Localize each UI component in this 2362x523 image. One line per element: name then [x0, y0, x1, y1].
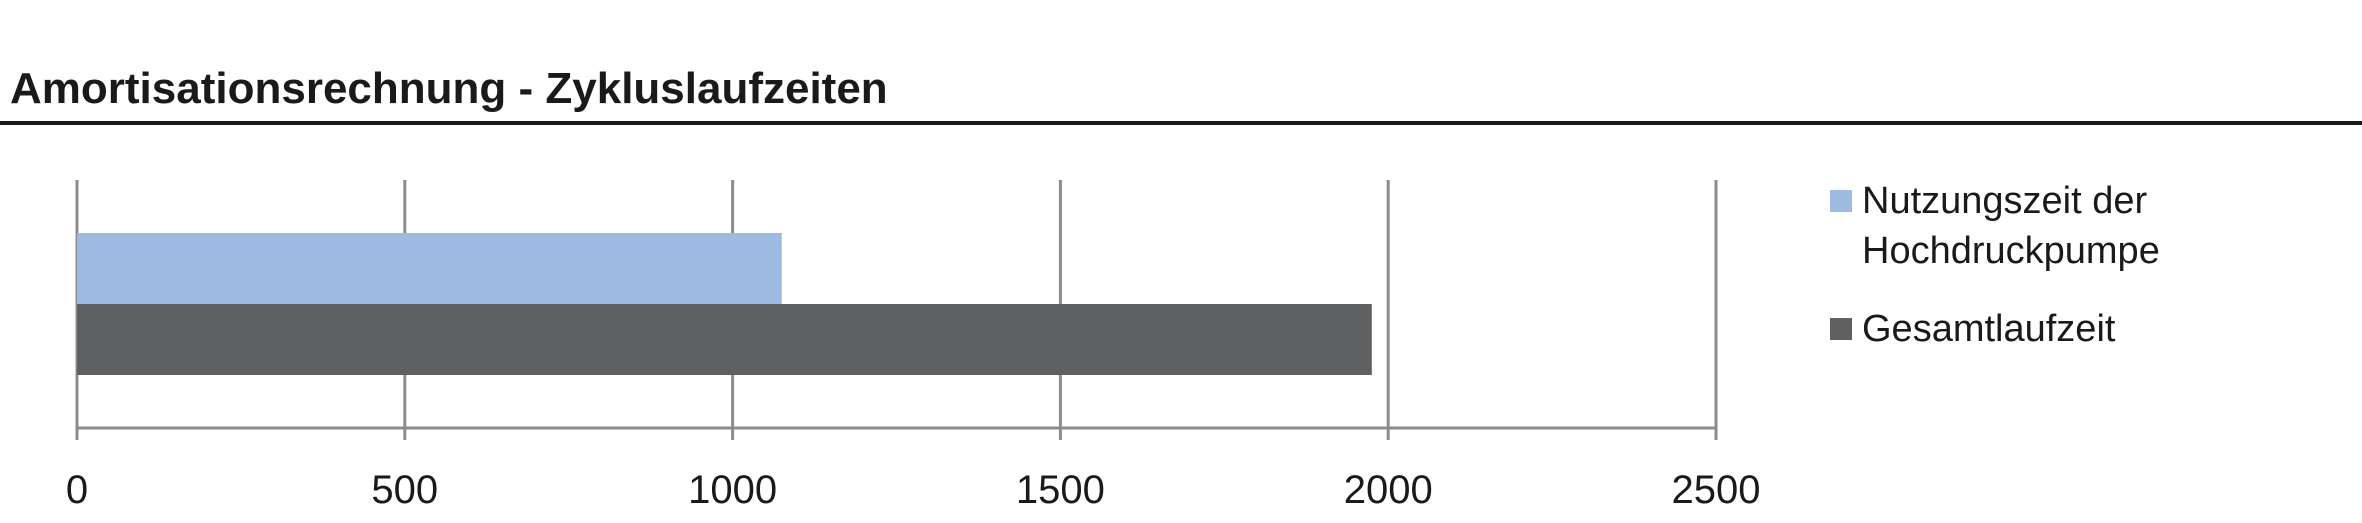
bar-total-runtime [77, 304, 1372, 375]
bar-usage-time [77, 233, 782, 304]
legend-label-usage-time: Nutzungszeit der Hochdruckpumpe [1862, 180, 2160, 272]
title-divider [0, 121, 2362, 125]
x-tick-label-500: 500 [371, 468, 438, 512]
legend-label-total-runtime: Gesamtlaufzeit [1862, 308, 2116, 350]
x-tick-label-2500: 2500 [1672, 468, 1761, 512]
legend-item-total-runtime: Gesamtlaufzeit [1830, 304, 2330, 354]
x-tick-label-1500: 1500 [1016, 468, 1105, 512]
x-tick-label-1000: 1000 [688, 468, 777, 512]
x-axis: 0 500 1000 1500 2000 2500 [66, 426, 1761, 512]
legend-swatch-total-runtime [1830, 318, 1852, 340]
x-tick-label-2000: 2000 [1344, 468, 1433, 512]
legend-item-usage-time: Nutzungszeit der Hochdruckpumpe [1830, 176, 2330, 276]
bars [77, 233, 1372, 375]
legend-swatch-usage-time [1830, 190, 1852, 212]
chart-title: Amortisationsrechnung - Zykluslaufzeiten [10, 64, 888, 113]
x-tick-label-0: 0 [66, 468, 88, 512]
legend: Nutzungszeit der Hochdruckpumpe Gesamtla… [1830, 176, 2330, 382]
